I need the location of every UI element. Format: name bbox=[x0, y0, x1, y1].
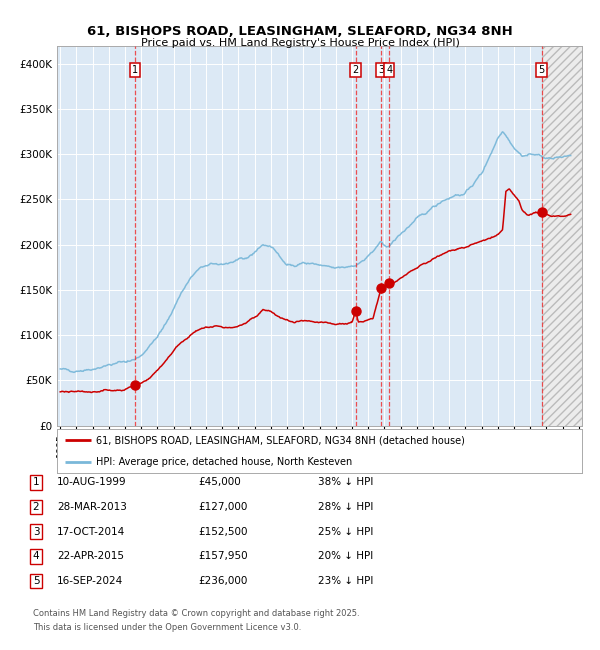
Text: HPI: Average price, detached house, North Kesteven: HPI: Average price, detached house, Nort… bbox=[97, 457, 353, 467]
Text: 28-MAR-2013: 28-MAR-2013 bbox=[57, 502, 127, 512]
Text: 23% ↓ HPI: 23% ↓ HPI bbox=[318, 576, 373, 586]
Text: 61, BISHOPS ROAD, LEASINGHAM, SLEAFORD, NG34 8NH (detached house): 61, BISHOPS ROAD, LEASINGHAM, SLEAFORD, … bbox=[97, 435, 465, 445]
Text: £236,000: £236,000 bbox=[198, 576, 247, 586]
Text: This data is licensed under the Open Government Licence v3.0.: This data is licensed under the Open Gov… bbox=[33, 623, 301, 632]
Text: Price paid vs. HM Land Registry's House Price Index (HPI): Price paid vs. HM Land Registry's House … bbox=[140, 38, 460, 47]
Text: 17-OCT-2014: 17-OCT-2014 bbox=[57, 526, 125, 537]
Text: 25% ↓ HPI: 25% ↓ HPI bbox=[318, 526, 373, 537]
Text: 4: 4 bbox=[386, 65, 392, 75]
Text: 5: 5 bbox=[538, 65, 545, 75]
Text: 2: 2 bbox=[353, 65, 359, 75]
Text: 28% ↓ HPI: 28% ↓ HPI bbox=[318, 502, 373, 512]
Text: 20% ↓ HPI: 20% ↓ HPI bbox=[318, 551, 373, 562]
Text: 3: 3 bbox=[32, 526, 40, 537]
Text: 3: 3 bbox=[378, 65, 384, 75]
Text: 5: 5 bbox=[32, 576, 40, 586]
Text: 10-AUG-1999: 10-AUG-1999 bbox=[57, 477, 127, 488]
Text: £45,000: £45,000 bbox=[198, 477, 241, 488]
Text: £152,500: £152,500 bbox=[198, 526, 248, 537]
Text: 38% ↓ HPI: 38% ↓ HPI bbox=[318, 477, 373, 488]
Text: 61, BISHOPS ROAD, LEASINGHAM, SLEAFORD, NG34 8NH: 61, BISHOPS ROAD, LEASINGHAM, SLEAFORD, … bbox=[87, 25, 513, 38]
Text: 22-APR-2015: 22-APR-2015 bbox=[57, 551, 124, 562]
Bar bbox=[542, 46, 582, 426]
Text: 2: 2 bbox=[32, 502, 40, 512]
Text: £127,000: £127,000 bbox=[198, 502, 247, 512]
Text: 4: 4 bbox=[32, 551, 40, 562]
Text: 1: 1 bbox=[32, 477, 40, 488]
Text: £157,950: £157,950 bbox=[198, 551, 248, 562]
Text: 1: 1 bbox=[132, 65, 138, 75]
Text: 16-SEP-2024: 16-SEP-2024 bbox=[57, 576, 123, 586]
Text: Contains HM Land Registry data © Crown copyright and database right 2025.: Contains HM Land Registry data © Crown c… bbox=[33, 609, 359, 618]
